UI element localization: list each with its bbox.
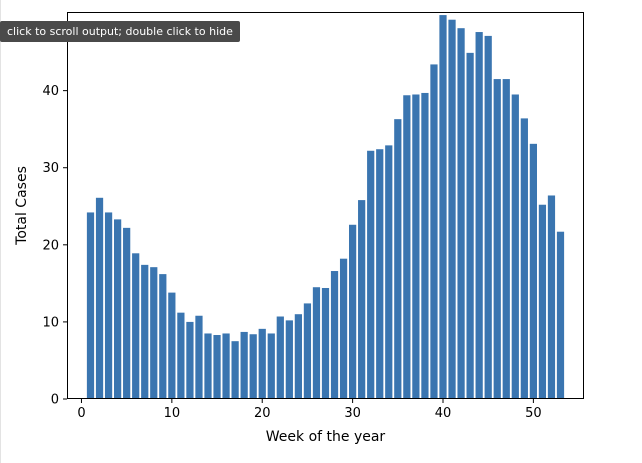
y-tick-label: 10 [42, 315, 59, 330]
bar-week-41 [448, 19, 456, 400]
bar-week-45 [484, 35, 492, 400]
bar-week-16 [222, 333, 230, 399]
bar-week-24 [294, 314, 302, 399]
y-tick-label: 40 [42, 84, 59, 99]
x-tick-label: 50 [525, 406, 542, 421]
y-tick-label: 20 [42, 238, 59, 253]
bar-week-49 [520, 118, 528, 399]
bar-week-38 [421, 92, 429, 399]
bar-week-6 [132, 253, 140, 399]
bar-week-25 [303, 303, 312, 399]
bar-week-23 [285, 320, 293, 399]
output-scroll-tooltip[interactable]: click to scroll output; double click to … [0, 21, 240, 42]
bar-series [86, 15, 565, 400]
bar-week-17 [231, 341, 239, 399]
bar-week-46 [493, 79, 501, 399]
y-axis-ticks: 0 10 20 30 40 [42, 84, 67, 408]
bar-week-20 [258, 328, 266, 399]
bar-week-22 [276, 316, 284, 399]
x-tick-label: 30 [344, 406, 361, 421]
bar-week-37 [412, 94, 420, 400]
bar-week-18 [240, 331, 248, 399]
bar-week-12 [186, 321, 194, 399]
bar-week-27 [321, 287, 330, 399]
bar-week-51 [538, 204, 547, 399]
x-tick-label: 40 [435, 406, 452, 421]
bar-week-48 [511, 94, 519, 400]
bar-week-9 [159, 274, 167, 399]
bar-week-53 [556, 231, 565, 399]
bar-week-5 [123, 227, 131, 399]
bar-week-52 [547, 195, 556, 399]
bar-week-13 [195, 315, 203, 399]
bar-week-8 [150, 267, 158, 399]
bar-week-47 [502, 79, 510, 399]
bar-week-39 [430, 64, 438, 400]
bar-week-10 [168, 292, 176, 399]
bar-week-1 [86, 212, 95, 399]
bar-week-42 [457, 28, 465, 399]
bar-week-15 [213, 335, 221, 399]
bar-week-3 [104, 212, 113, 399]
bar-week-43 [466, 52, 474, 400]
x-tick-label: 0 [77, 406, 85, 421]
x-axis-ticks: 0 10 20 30 40 50 [77, 399, 542, 421]
y-tick-label: 30 [42, 161, 59, 176]
bar-week-7 [141, 264, 149, 399]
bar-week-40 [439, 15, 447, 400]
bar-week-21 [267, 333, 275, 399]
bar-week-2 [95, 197, 104, 399]
bar-week-36 [403, 95, 411, 399]
bar-week-35 [394, 119, 402, 399]
bar-week-14 [204, 333, 212, 399]
y-tick-label: 0 [51, 393, 59, 408]
bar-week-30 [349, 224, 357, 399]
bar-week-44 [475, 32, 483, 399]
bar-week-11 [177, 312, 185, 399]
bar-week-19 [249, 334, 257, 399]
bar-week-34 [385, 145, 393, 399]
bar-week-4 [114, 219, 122, 399]
bar-week-33 [376, 149, 384, 399]
bar-week-26 [312, 287, 321, 399]
plot-frame [67, 12, 584, 399]
bar-week-31 [358, 200, 366, 399]
bar-week-28 [330, 271, 339, 399]
x-tick-label: 10 [164, 406, 181, 421]
bar-week-29 [339, 258, 348, 399]
x-tick-label: 20 [254, 406, 271, 421]
output-area-border [0, 0, 1, 463]
bar-week-50 [529, 143, 537, 399]
y-axis-label: Total Cases [14, 166, 30, 246]
x-axis-label: Week of the year [266, 429, 386, 445]
bar-week-32 [367, 150, 375, 399]
